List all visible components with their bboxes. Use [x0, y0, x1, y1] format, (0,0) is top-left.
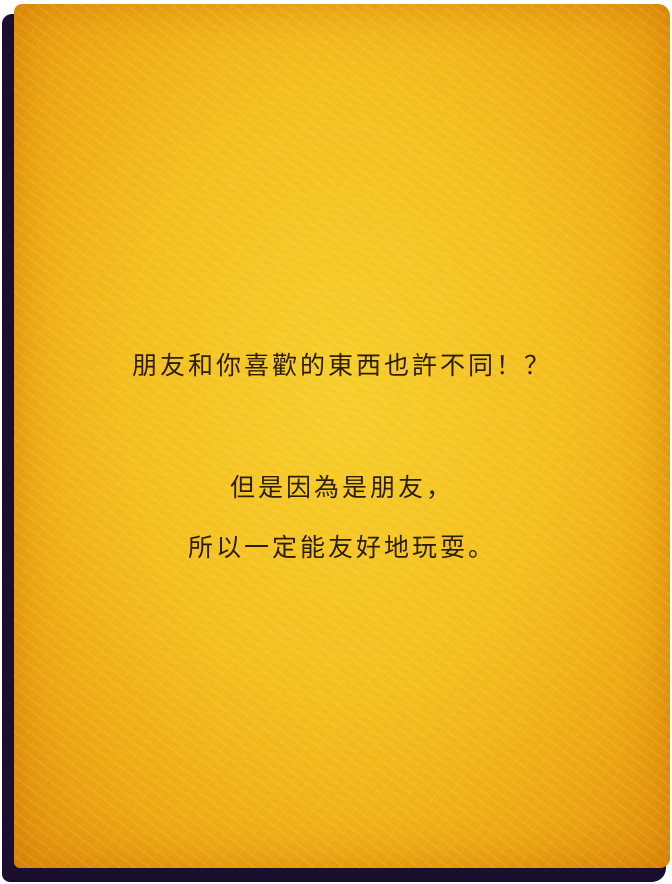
message-line-2: 但是因為是朋友，	[229, 473, 454, 502]
message-line-3: 所以一定能友好地玩耍。	[187, 533, 496, 562]
message-line-1: 朋友和你喜歡的東西也許不同！？	[131, 351, 552, 380]
paper-sheet	[14, 4, 670, 868]
